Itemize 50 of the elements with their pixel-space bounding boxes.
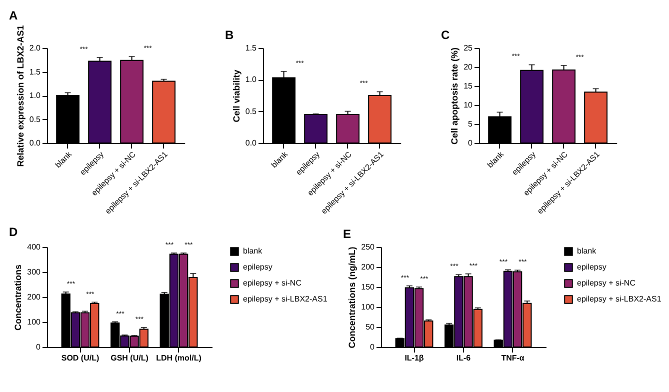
y-tick-label: 200	[361, 262, 376, 272]
y-tick-label: 1.0	[245, 75, 258, 84]
legend-label: epilepsy + si-LBX2-AS1	[243, 294, 328, 304]
y-axis-title: Relative expression of LBX2-AS1	[15, 25, 26, 167]
y-tick-label: 100	[27, 318, 42, 326]
y-tick-label: 1.5	[29, 67, 42, 76]
y-tick-label: 0.0	[245, 138, 258, 148]
y-tick-label: 1.5	[245, 44, 258, 52]
legend-label: epilepsy + si-NC	[243, 278, 302, 288]
y-tick-label: 10	[464, 100, 474, 110]
y-tick-label: 0.5	[245, 106, 258, 116]
y-tick-label: 200	[27, 292, 42, 302]
y-axis-title: Concentrations (ng/mL)	[347, 246, 358, 348]
y-tick-label: 2.0	[29, 44, 42, 52]
y-tick-label: 50	[366, 322, 376, 332]
legend-label: epilepsy	[577, 262, 606, 272]
y-axis-title: Concentrations	[13, 264, 24, 331]
y-tick-label: 0.0	[29, 138, 42, 148]
y-axis-title: Cell viability	[231, 70, 242, 122]
y-tick-label: 0.5	[29, 114, 42, 124]
x-tick-label: SOD (U/L)	[61, 354, 100, 362]
legend-label: epilepsy + si-LBX2-AS1	[577, 294, 662, 304]
x-tick-label: IL-6	[456, 354, 472, 362]
legend-label: epilepsy	[243, 262, 272, 272]
legend-label: epilepsy + si-NC	[577, 278, 636, 288]
y-tick-label: 15	[464, 82, 474, 90]
chart-title: B	[225, 28, 234, 42]
x-tick-label: IL-1β	[404, 354, 424, 362]
chart-title: E	[343, 227, 352, 241]
y-tick-label: 0	[36, 342, 42, 352]
chart-title: A	[9, 8, 18, 23]
y-tick-label: 5	[468, 120, 474, 128]
y-tick-label: 300	[27, 268, 42, 276]
y-tick-label: 150	[361, 282, 376, 292]
chart-title: C	[441, 28, 450, 42]
legend-label: blank	[243, 246, 264, 256]
x-tick-label: GSH (U/L)	[110, 354, 149, 362]
legend-label: blank	[577, 246, 598, 256]
y-tick-label: 250	[361, 242, 376, 252]
y-tick-label: 400	[27, 242, 42, 252]
y-tick-label: 1.0	[29, 91, 42, 100]
y-tick-label: 0	[370, 342, 376, 352]
x-tick-label: TNF-α	[501, 354, 524, 362]
y-axis-title: Cell apoptosis rate (%)	[450, 47, 460, 145]
y-tick-label: 100	[361, 302, 376, 312]
y-tick-label: 0	[468, 138, 474, 148]
y-tick-label: 25	[464, 44, 474, 52]
x-tick-label: LDH (mol/L)	[156, 354, 202, 362]
chart-title: D	[9, 225, 18, 239]
y-tick-label: 20	[464, 62, 474, 72]
